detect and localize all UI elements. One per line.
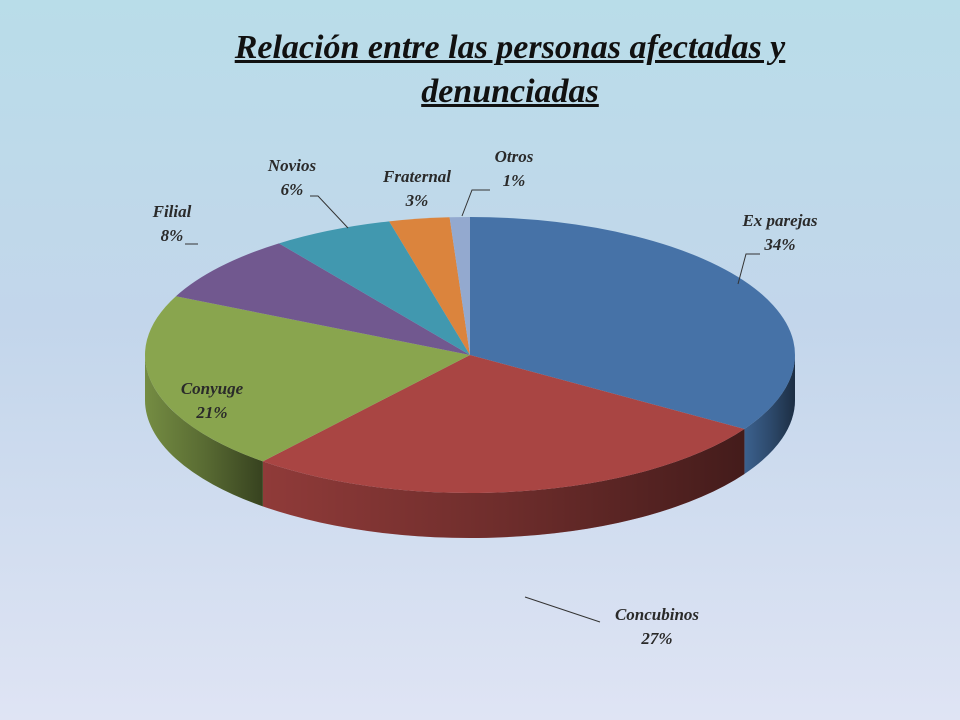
data-label-value: 27% [640, 629, 672, 648]
slice-side-shade [262, 428, 745, 538]
data-label-name: Concubinos [615, 605, 699, 624]
slice-side-shade [744, 355, 795, 474]
data-label-value: 1% [503, 171, 526, 190]
data-label-value: 34% [763, 235, 795, 254]
data-label-name: Conyuge [181, 379, 244, 398]
leader-line [310, 195, 349, 229]
slice [145, 296, 470, 462]
data-label-value: 21% [195, 403, 227, 422]
data-label-name: Otros [495, 147, 534, 166]
leader-line [461, 189, 490, 217]
leader-line [737, 253, 760, 285]
slice [175, 243, 470, 355]
data-label-value: 3% [405, 191, 429, 210]
data-label-name: Ex parejas [741, 211, 817, 230]
data-label-name: Novios [267, 156, 317, 175]
slice [278, 221, 470, 355]
chart-title: Relación entre las personas afectadas y … [234, 29, 786, 110]
data-label-name: Filial [152, 202, 192, 221]
leader-line [524, 596, 601, 623]
data-label-name: Fraternal [382, 167, 451, 186]
slice [470, 217, 795, 429]
data-label-value: 8% [161, 226, 184, 245]
slice [262, 355, 745, 493]
slice [389, 217, 470, 355]
slice-side-shade [145, 355, 263, 507]
slice [449, 217, 470, 355]
data-label-value: 6% [281, 180, 304, 199]
